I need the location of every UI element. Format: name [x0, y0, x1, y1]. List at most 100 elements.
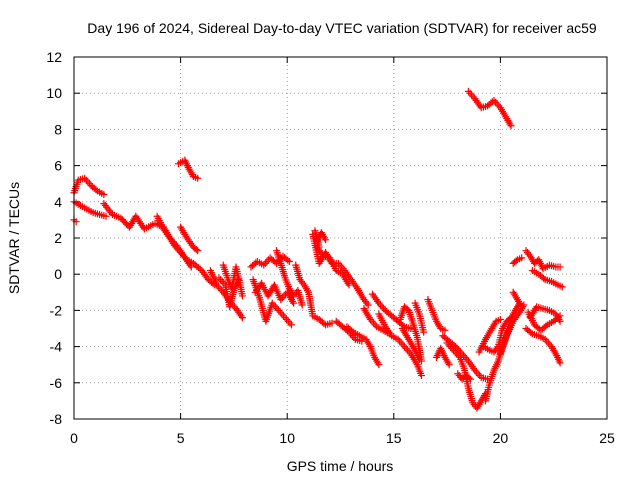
x-tick-label: 0 — [70, 430, 78, 446]
data-point — [336, 261, 344, 269]
y-axis-label: SDTVAR / TECUs — [6, 182, 22, 294]
data-point — [238, 292, 246, 300]
data-point — [338, 263, 346, 271]
data-point — [216, 285, 224, 293]
data-point — [464, 87, 472, 95]
data-point — [287, 321, 295, 329]
data-point — [298, 301, 306, 309]
data-point — [315, 243, 323, 251]
x-tick-label: 25 — [599, 430, 615, 446]
data-point — [194, 247, 202, 255]
y-tick-label: 8 — [54, 121, 62, 137]
data-point — [542, 322, 550, 330]
x-axis-label: GPS time / hours — [287, 458, 394, 474]
data-point — [465, 374, 473, 382]
data-point — [218, 277, 226, 285]
data-point — [468, 91, 476, 99]
data-point — [194, 174, 202, 182]
data-point — [261, 259, 269, 267]
data-point — [276, 308, 284, 316]
data-point — [441, 326, 449, 334]
data-point — [418, 372, 426, 380]
data-point — [82, 176, 90, 184]
x-tick-label: 20 — [493, 430, 509, 446]
y-tick-label: -2 — [50, 302, 63, 318]
data-point — [467, 375, 475, 383]
data-point — [284, 317, 292, 325]
data-point — [348, 327, 356, 335]
data-point — [192, 245, 200, 253]
data-point — [474, 370, 482, 378]
data-point — [345, 281, 353, 289]
data-point — [527, 329, 535, 337]
plot-frame — [73, 56, 608, 420]
data-point — [285, 258, 293, 266]
data-point — [404, 346, 412, 354]
data-point — [556, 312, 564, 320]
data-point — [518, 254, 526, 262]
data-point — [415, 355, 423, 363]
data-point — [399, 341, 407, 349]
data-point — [554, 313, 562, 321]
data-point — [278, 310, 286, 318]
data-point — [283, 315, 291, 323]
y-tick-label: 6 — [54, 158, 62, 174]
y-tick-label: 0 — [54, 266, 62, 282]
data-point — [85, 180, 93, 188]
data-point — [380, 305, 388, 313]
data-point — [402, 344, 410, 352]
data-point — [375, 361, 383, 369]
data-point — [466, 89, 474, 97]
data-point — [556, 359, 564, 367]
y-tick-label: -4 — [50, 339, 63, 355]
data-point — [238, 314, 246, 322]
data-point — [279, 312, 287, 320]
data-point — [275, 306, 283, 314]
data-point — [420, 328, 428, 336]
data-point — [102, 212, 110, 220]
data-point — [556, 263, 564, 271]
data-point — [187, 263, 195, 271]
data-point — [518, 303, 526, 311]
y-tick-label: 2 — [54, 230, 62, 246]
grid-lines — [74, 57, 607, 419]
data-point — [540, 274, 548, 282]
data-point — [234, 276, 242, 284]
x-tick-label: 15 — [386, 430, 402, 446]
data-point — [281, 314, 289, 322]
data-point — [512, 257, 520, 265]
data-point — [217, 276, 225, 284]
data-point — [100, 191, 108, 199]
data-point — [492, 98, 500, 106]
data-point — [397, 339, 405, 347]
data-point — [364, 301, 372, 309]
data-point — [558, 283, 566, 291]
x-tick-label: 10 — [279, 430, 295, 446]
y-tick-label: -6 — [50, 375, 63, 391]
data-point — [284, 256, 292, 264]
data-point — [320, 320, 328, 328]
data-point — [496, 315, 504, 323]
axis-ticks: 0 5 10 15 20 25 -8 -6 -4 -2 0 2 4 6 8 10 12 — [46, 49, 615, 446]
data-point — [370, 319, 378, 327]
data-point — [507, 122, 515, 130]
data-point — [445, 361, 453, 369]
y-tick-label: 4 — [54, 194, 62, 210]
data-point — [400, 343, 408, 351]
x-tick-label: 5 — [177, 430, 185, 446]
y-tick-label: 12 — [46, 49, 62, 65]
data-points — [70, 87, 566, 412]
data-point — [92, 186, 100, 194]
y-tick-label: 10 — [46, 85, 62, 101]
chart-title: Day 196 of 2024, Sidereal Day-to-day VTE… — [87, 20, 597, 36]
data-point — [378, 303, 386, 311]
y-tick-label: -8 — [50, 411, 63, 427]
data-point — [290, 299, 298, 307]
data-point — [544, 339, 552, 347]
data-point — [273, 305, 281, 313]
data-point — [322, 236, 330, 244]
data-point — [328, 319, 336, 327]
data-point — [196, 265, 204, 273]
